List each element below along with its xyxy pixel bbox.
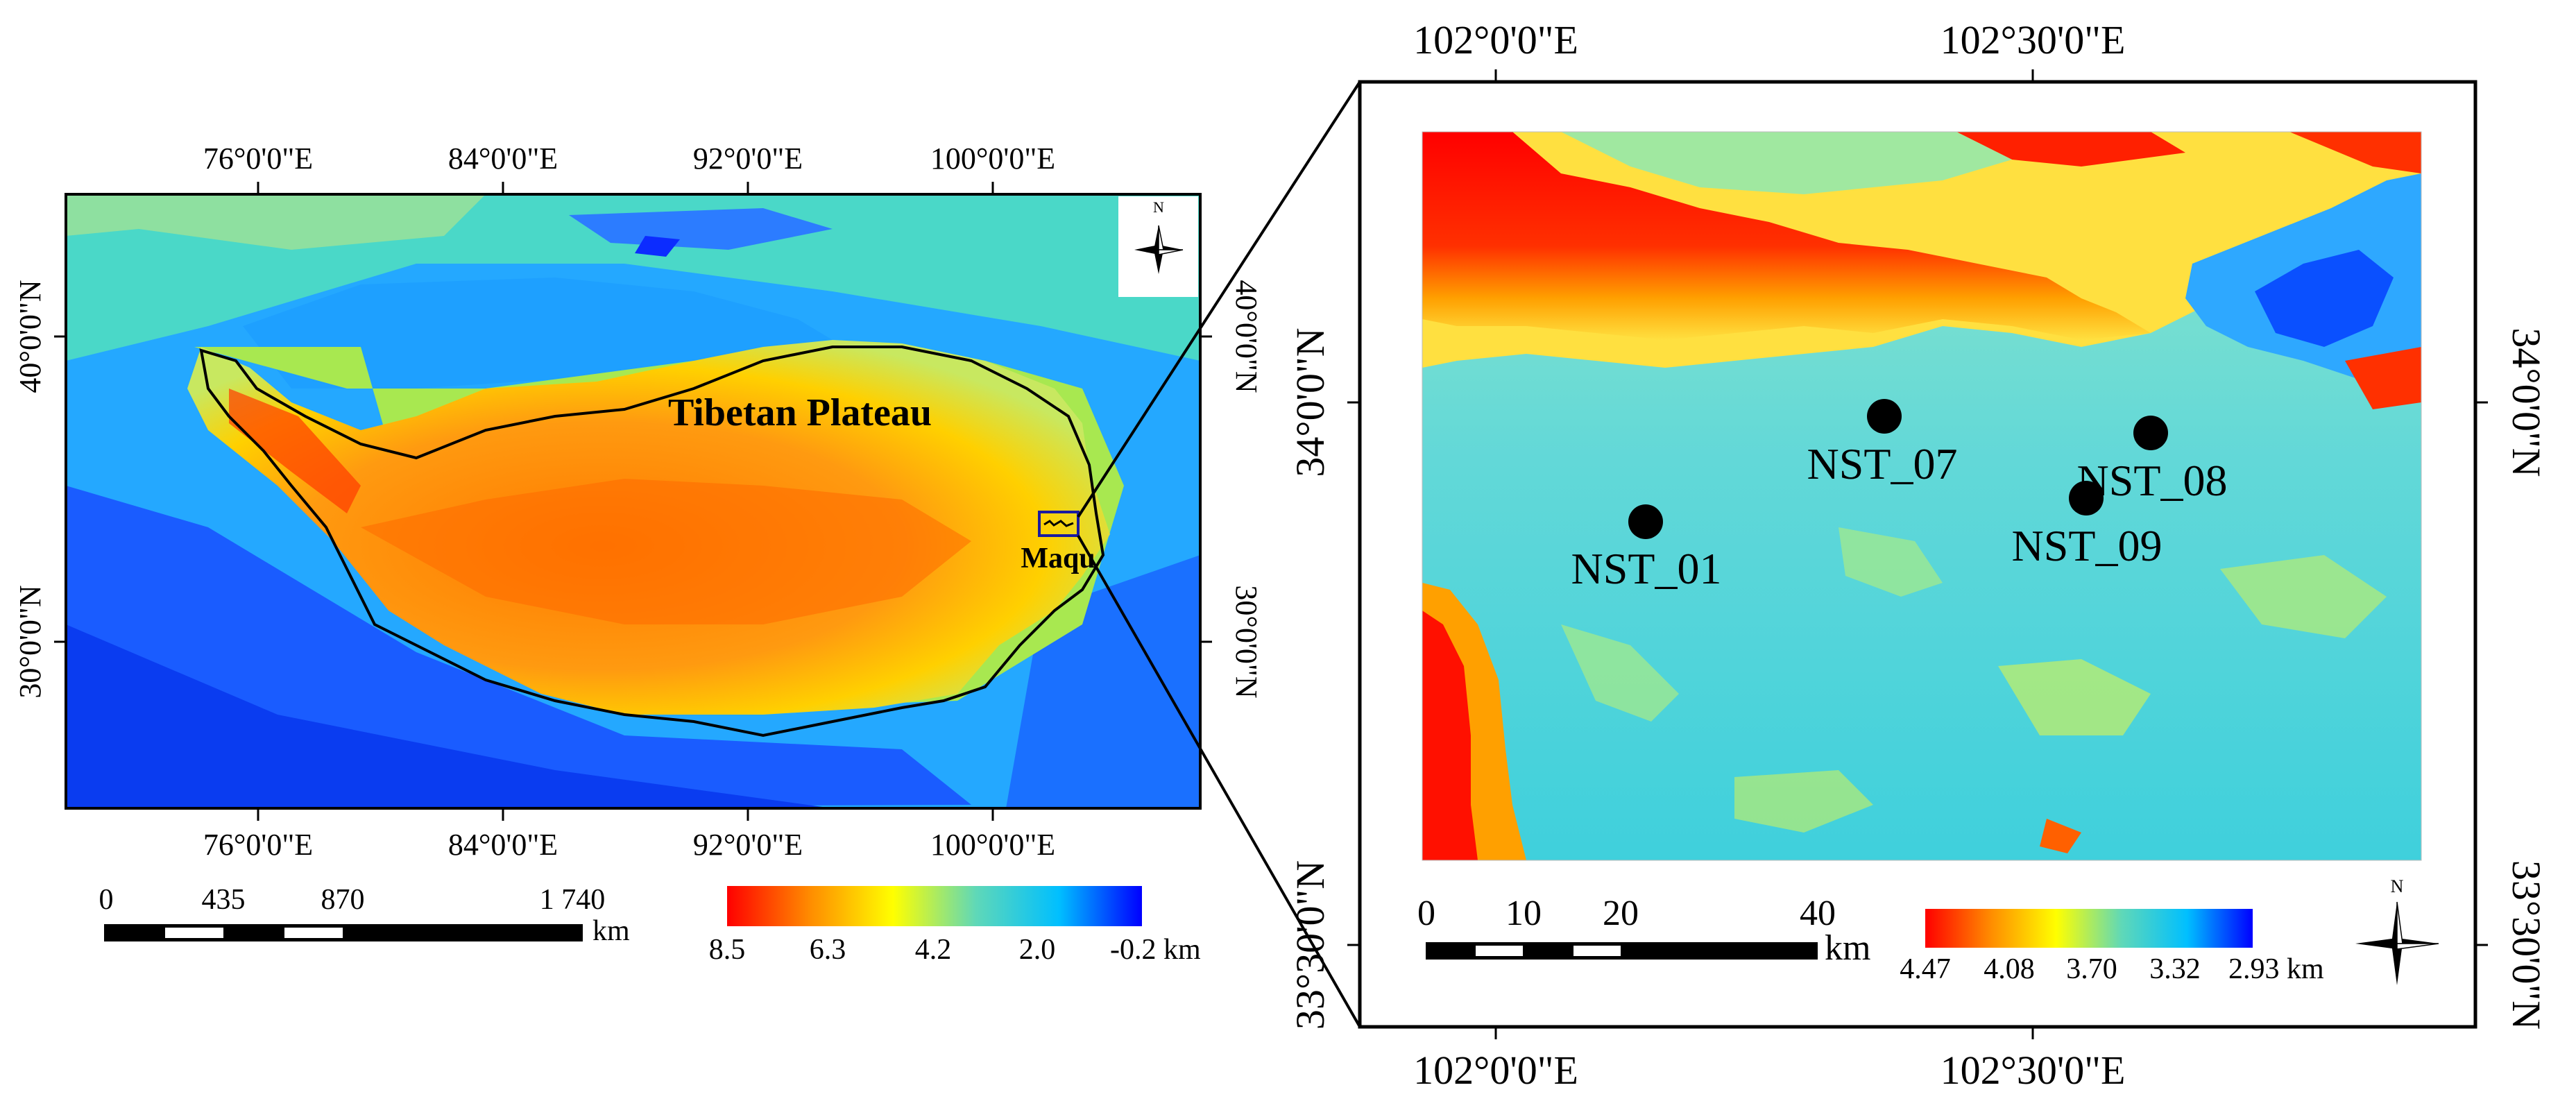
detail-top-lon-label: 102°0'0"E: [1413, 17, 1578, 62]
detail-elevation-raster: [1422, 132, 2421, 860]
overview-top-lon-label: 100°0'0"E: [930, 142, 1055, 176]
overview-scale-tick: 870: [321, 884, 365, 916]
detail-bottom-lon-label: 102°0'0"E: [1413, 1048, 1578, 1093]
overview-legend-value: 8.5: [709, 934, 746, 966]
overview-scale-bar: 0 435 870 1 740 km: [99, 884, 631, 947]
overview-scale-unit: km: [592, 915, 630, 947]
station-label-nst-09: NST_09: [2012, 521, 2163, 570]
station-point-nst-08: [2133, 416, 2168, 450]
detail-north-label: N: [2391, 876, 2404, 896]
zoom-connector-lines: [1077, 80, 1361, 1028]
overview-left-lat-label: 40°0'0"N: [13, 280, 47, 393]
detail-elevation-legend: 4.47 4.08 3.70 3.32 2.93 km: [1900, 909, 2324, 985]
maqu-study-area-box: [1038, 511, 1080, 537]
detail-legend-value: 3.70: [2066, 953, 2117, 985]
overview-left-lat-label: 30°0'0"N: [13, 585, 47, 698]
overview-north-label: N: [1153, 198, 1164, 216]
overview-scale-tick: 1 740: [540, 884, 606, 916]
station-point-nst-07: [1867, 399, 1902, 434]
detail-scale-tick: 10: [1505, 894, 1542, 933]
detail-right-lat-label: 34°0'0"N: [2504, 327, 2549, 477]
detail-legend-value: 3.32: [2149, 953, 2201, 985]
overview-bottom-lon-label: 84°0'0"E: [448, 828, 558, 862]
detail-north-arrow: N: [2355, 876, 2439, 985]
detail-left-lat-label: 33°30'0"N: [1288, 860, 1333, 1030]
overview-scale-tick: 0: [99, 884, 114, 916]
overview-bottom-lon-label: 100°0'0"E: [930, 828, 1055, 862]
station-label-nst-07: NST_07: [1807, 439, 1958, 488]
overview-right-lat-label: 40°0'0"N: [1229, 280, 1263, 393]
detail-scale-tick: 20: [1603, 894, 1639, 933]
overview-map-frame: [65, 193, 1202, 810]
detail-scale-tick: 40: [1800, 894, 1836, 933]
overview-right-lat-label: 30°0'0"N: [1229, 585, 1263, 698]
overview-elevation-raster: [66, 194, 1200, 808]
detail-legend-value: 4.47: [1900, 953, 1951, 985]
detail-scale-bar: 0 10 20 40 km: [1417, 894, 1870, 968]
detail-scale-unit: km: [1825, 928, 1870, 968]
detail-right-lat-label: 33°30'0"N: [2504, 860, 2549, 1030]
overview-top-lon-label: 76°0'0"E: [203, 142, 313, 176]
detail-left-lat-label: 34°0'0"N: [1288, 327, 1333, 477]
detail-scale-tick: 0: [1417, 894, 1435, 933]
overview-bottom-lon-label: 76°0'0"E: [203, 828, 313, 862]
maqu-label: Maqu: [1021, 543, 1095, 574]
station-label-nst-01: NST_01: [1571, 544, 1722, 593]
detail-legend-value: 4.08: [1984, 953, 2035, 985]
detail-bottom-lon-label: 102°30'0"E: [1940, 1048, 2126, 1093]
overview-elevation-legend: 8.5 6.3 4.2 2.0 -0.2 km: [709, 886, 1201, 966]
detail-top-lon-label: 102°30'0"E: [1940, 17, 2126, 62]
tibetan-plateau-label: Tibetan Plateau: [668, 391, 932, 434]
detail-map: NST_01 NST_07 NST_08 NST_09 102°0'0"E 10…: [1288, 17, 2549, 1093]
overview-top-lon-label: 92°0'0"E: [693, 142, 803, 176]
overview-bottom-lon-label: 92°0'0"E: [693, 828, 803, 862]
overview-legend-value: 2.0: [1019, 934, 1056, 966]
overview-north-arrow: N: [1118, 196, 1198, 297]
detail-legend-value: 2.93 km: [2228, 953, 2324, 985]
overview-legend-value: 4.2: [915, 934, 952, 966]
overview-map: N Tibetan Plateau Maqu 76°0'0"E 84°0'0"E…: [13, 142, 1263, 966]
overview-scale-tick: 435: [202, 884, 246, 916]
station-markers: NST_01 NST_07 NST_08 NST_09: [1571, 399, 2228, 593]
overview-legend-value: -0.2 km: [1110, 934, 1201, 966]
station-label-nst-08: NST_08: [2077, 456, 2228, 505]
overview-legend-value: 6.3: [810, 934, 846, 966]
station-point-nst-01: [1628, 504, 1663, 539]
overview-top-lon-label: 84°0'0"E: [448, 142, 558, 176]
station-point-nst-09: [2069, 481, 2104, 515]
